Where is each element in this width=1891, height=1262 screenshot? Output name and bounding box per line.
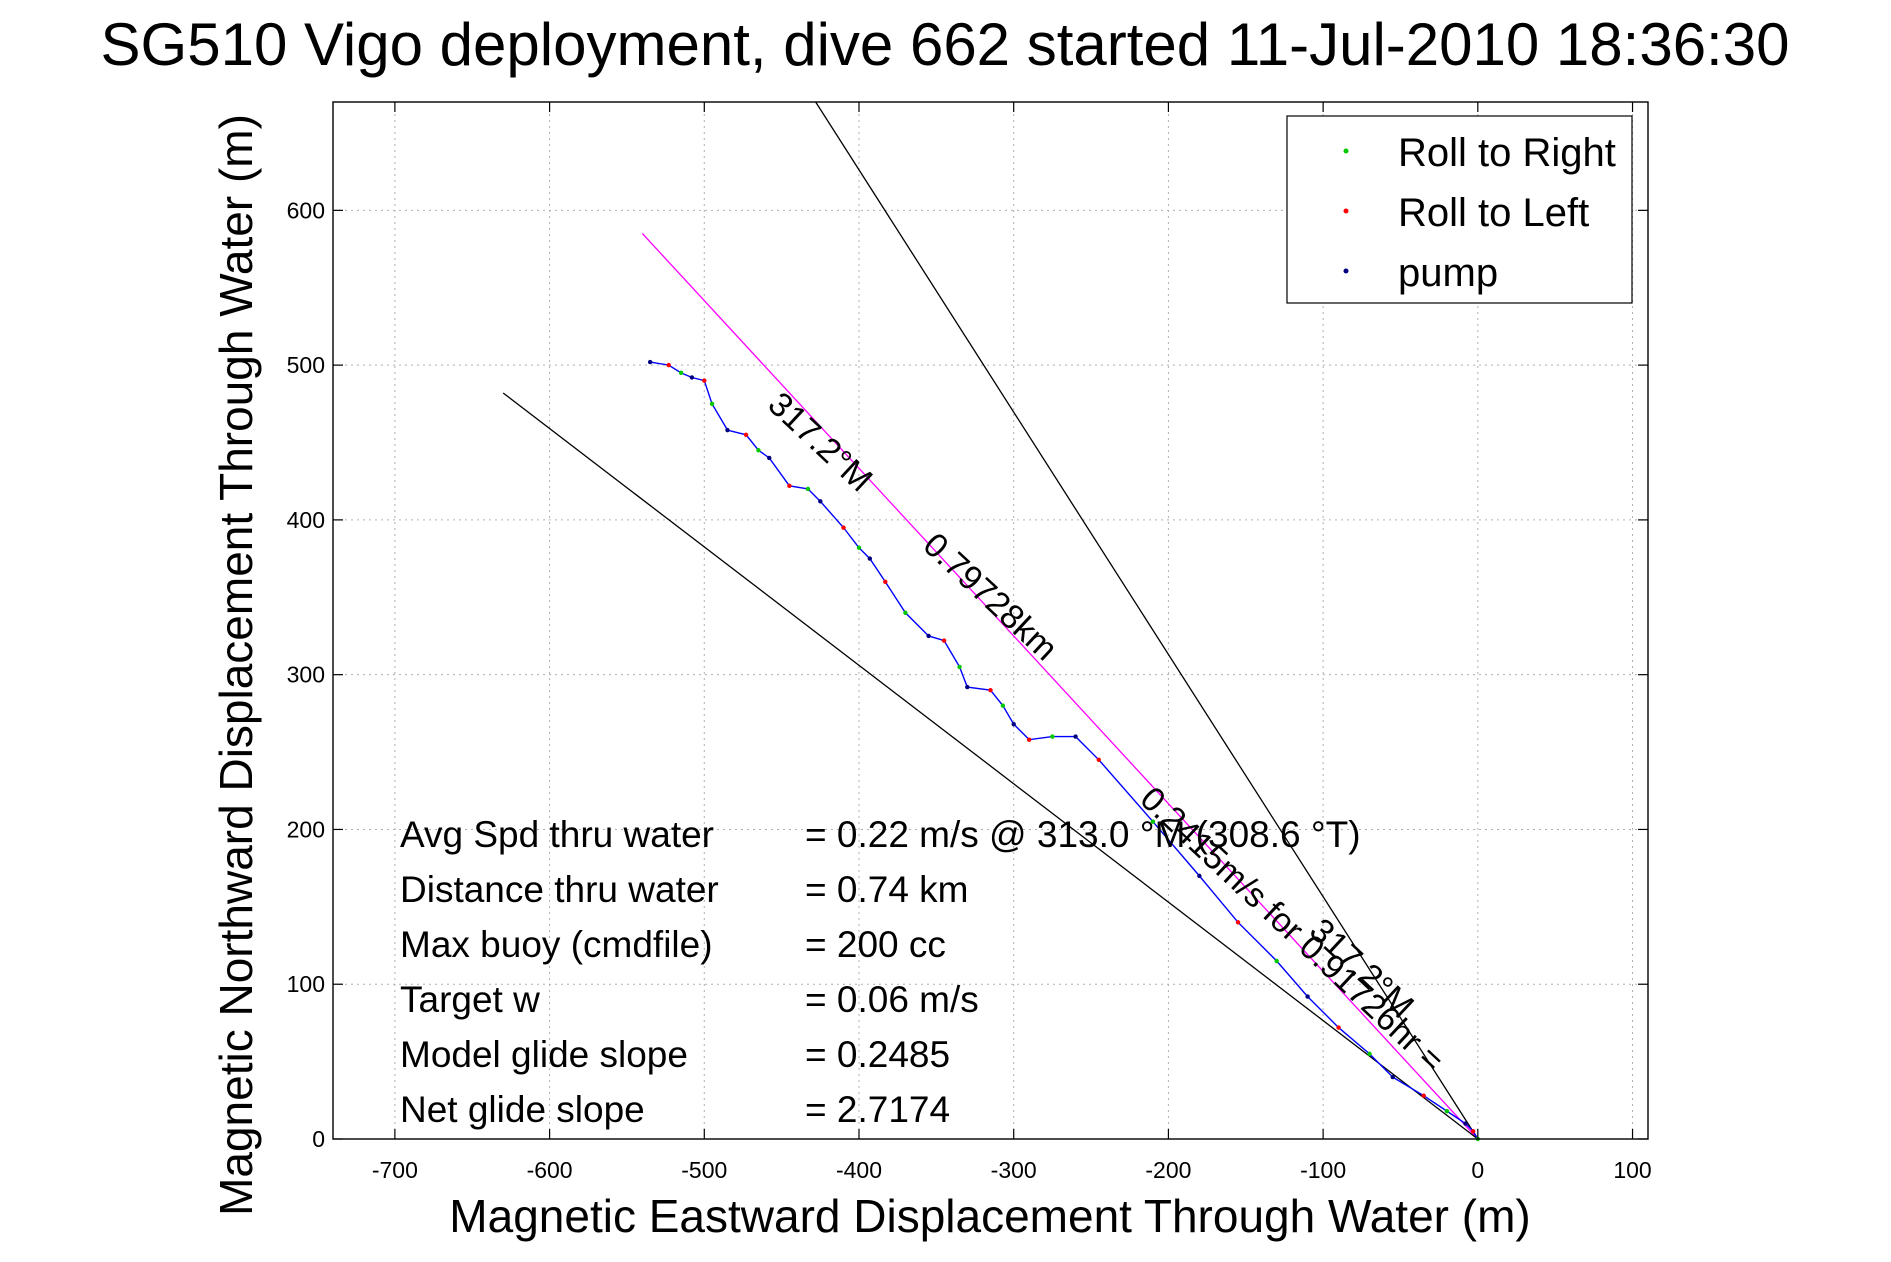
data-point xyxy=(689,375,695,380)
x-tick-label: -400 xyxy=(836,1157,882,1183)
legend: Roll to Right Roll to Left pump xyxy=(1286,115,1633,304)
x-tick-label: -200 xyxy=(1145,1157,1191,1183)
series-layer xyxy=(650,361,1479,1140)
data-point xyxy=(725,427,730,433)
legend-marker xyxy=(1343,268,1349,274)
legend-marker xyxy=(1343,148,1349,154)
stat-value: = 0.2485 xyxy=(805,1034,950,1075)
stats-block: Avg Spd thru water = 0.22 m/s @ 313.0 °M … xyxy=(400,814,1361,1130)
marker-layer xyxy=(647,359,1481,1142)
data-point xyxy=(1235,920,1241,925)
stat-value: = 0.74 km xyxy=(805,869,969,910)
data-point xyxy=(1421,1093,1426,1098)
data-point xyxy=(926,633,931,639)
data-point xyxy=(856,545,862,550)
data-point xyxy=(1463,1121,1468,1126)
data-point xyxy=(1197,873,1202,879)
reference-lines xyxy=(502,101,1479,1140)
data-point xyxy=(1470,1129,1476,1134)
data-point xyxy=(1336,1025,1341,1030)
lower-bound-line xyxy=(502,392,1479,1140)
data-point xyxy=(965,684,970,690)
data-point xyxy=(841,525,846,530)
y-tick-label: 100 xyxy=(287,971,325,997)
x-tick-label: 0 xyxy=(1471,1157,1484,1183)
data-point xyxy=(1011,722,1016,727)
y-tick-label: 400 xyxy=(287,507,325,533)
stat-value: = 200 cc xyxy=(805,924,946,965)
y-tick-label: 200 xyxy=(287,816,325,842)
y-tick-label: 300 xyxy=(287,662,325,688)
data-point xyxy=(743,432,749,437)
x-tick-label: -700 xyxy=(372,1157,418,1183)
x-tick-label: -300 xyxy=(991,1157,1037,1183)
x-tick-label: -500 xyxy=(681,1157,727,1183)
legend-label: Roll to Left xyxy=(1398,191,1589,235)
data-point xyxy=(666,362,671,368)
x-tick-label: -100 xyxy=(1300,1157,1346,1183)
line-annotation: 0.79728km xyxy=(916,526,1065,669)
stat-label: Net glide slope xyxy=(400,1089,645,1130)
stat-label: Max buoy (cmdfile) xyxy=(400,924,713,965)
y-tick-label: 500 xyxy=(287,352,325,378)
data-point xyxy=(702,378,707,383)
plot-frame xyxy=(332,101,1649,1140)
data-point xyxy=(818,499,823,504)
data-point xyxy=(709,401,715,407)
y-tick-label: 0 xyxy=(312,1126,325,1152)
data-point xyxy=(941,638,947,643)
data-point xyxy=(1367,1051,1372,1057)
x-tick-label: 100 xyxy=(1613,1157,1651,1183)
data-point xyxy=(805,486,811,492)
x-tick-label: -600 xyxy=(527,1157,573,1183)
data-point xyxy=(988,687,993,693)
data-point xyxy=(1274,958,1279,964)
legend-label: pump xyxy=(1398,251,1498,295)
data-point xyxy=(867,556,873,561)
line-annotation: 317.2°M xyxy=(761,385,880,499)
stat-label: Distance thru water xyxy=(400,869,719,910)
x-axis-label: Magnetic Eastward Displacement Through W… xyxy=(449,1190,1530,1242)
axis-ticks: -700 -600 -500 -400 -300 -200 -100 0 100 0 100 200 3… xyxy=(287,102,1652,1183)
grid xyxy=(333,102,1648,1140)
data-point xyxy=(1000,703,1006,708)
y-tick-label: 600 xyxy=(287,197,325,223)
upper-bound-line xyxy=(815,101,1479,1140)
legend-marker xyxy=(1343,208,1349,214)
stat-value: = 0.06 m/s xyxy=(805,979,979,1020)
data-point xyxy=(883,579,888,585)
data-point xyxy=(1150,819,1156,824)
data-point xyxy=(678,370,684,376)
legend-label: Roll to Right xyxy=(1398,131,1616,175)
bearing-line xyxy=(641,233,1479,1140)
stat-label: Target w xyxy=(400,979,540,1020)
data-point xyxy=(1390,1074,1395,1080)
stat-value: = 0.22 m/s @ 313.0 °M (308.6 °T) xyxy=(805,814,1361,855)
stat-label: Model glide slope xyxy=(400,1034,688,1075)
data-point xyxy=(756,448,761,453)
stat-label: Avg Spd thru water xyxy=(400,814,714,855)
data-point xyxy=(1050,734,1055,739)
data-point xyxy=(957,664,962,670)
y-axis-label: Magnetic Northward Displacement Through … xyxy=(210,114,262,1216)
data-point xyxy=(647,359,653,365)
data-point xyxy=(1073,734,1078,739)
data-point xyxy=(767,455,772,461)
data-point xyxy=(1026,737,1032,742)
data-point xyxy=(903,610,908,615)
chart-title: SG510 Vigo deployment, dive 662 started … xyxy=(101,11,1790,78)
trajectory-line xyxy=(650,361,1479,1140)
data-point xyxy=(1305,994,1310,999)
data-point xyxy=(787,483,792,489)
data-point xyxy=(1444,1108,1450,1114)
stat-value: = 2.7174 xyxy=(805,1089,950,1130)
data-point xyxy=(1096,757,1101,762)
